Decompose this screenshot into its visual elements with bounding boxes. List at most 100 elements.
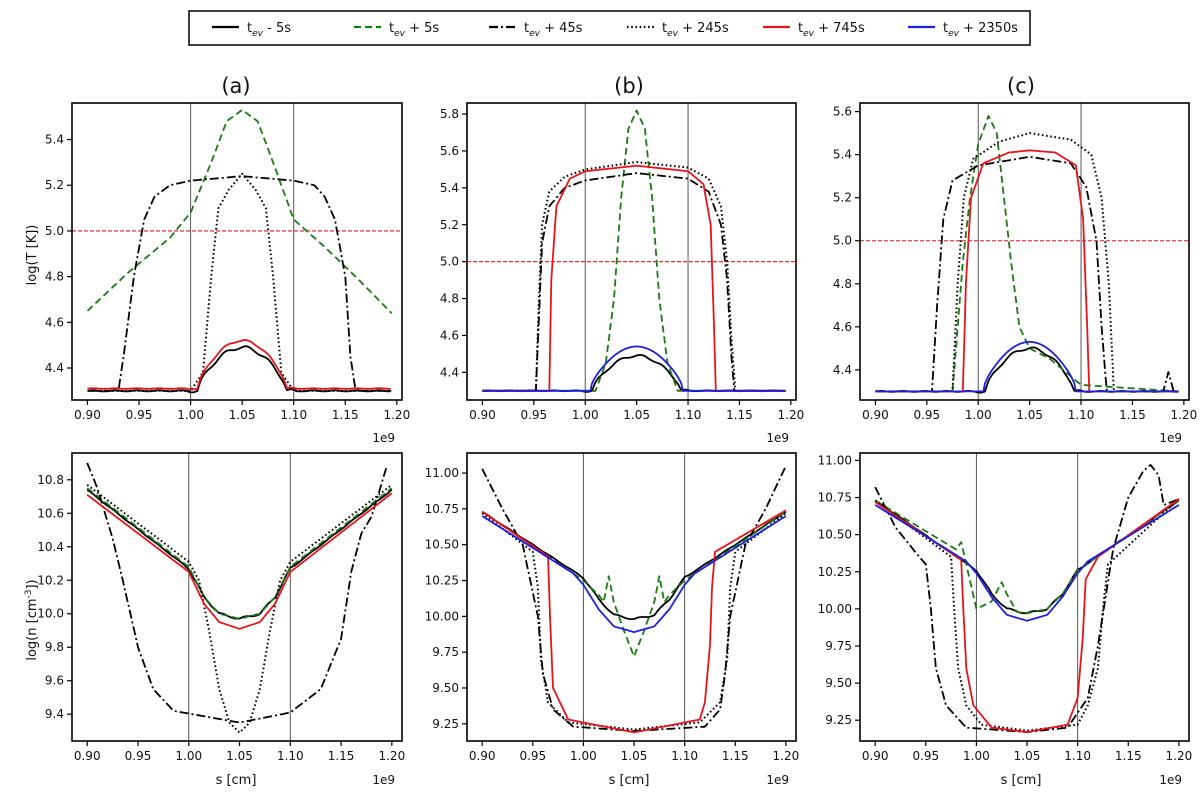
series-group — [875, 115, 1179, 394]
axes-frame — [859, 102, 1190, 401]
y-tick-label: 4.8 — [440, 292, 459, 306]
y-tick-label: 4.4 — [440, 365, 459, 379]
legend-label-p2350: tev + 2350s — [943, 21, 1018, 39]
x-tick-label: 1.20 — [778, 408, 805, 422]
y-tick-label: 9.6 — [45, 674, 64, 688]
y-tick-label: 9.4 — [45, 707, 64, 721]
x-tick-label: 0.95 — [125, 749, 152, 763]
x-tick-label: 1.00 — [175, 749, 202, 763]
panel-title-c: (c) — [1007, 74, 1035, 98]
x-tick-label: 1.20 — [1171, 408, 1198, 422]
y-tick-label: 9.8 — [45, 640, 64, 654]
x-offset-bn: 1e9 — [766, 773, 789, 787]
y-tick-label: 5.2 — [45, 178, 64, 192]
legend-label-base: t — [798, 21, 803, 36]
x-tick-label: 0.90 — [469, 408, 496, 422]
y-tick-label: 11.00 — [818, 453, 852, 467]
x-tick-label: 1.10 — [671, 749, 698, 763]
legend-label-m5: tev - 5s — [247, 21, 291, 39]
series-p45 — [482, 172, 786, 392]
legend-frame — [188, 10, 1031, 46]
legend-item-p5: tev + 5s — [354, 21, 439, 39]
y-tick-label: 9.75 — [432, 645, 459, 659]
x-tick-label: 1.00 — [572, 408, 599, 422]
x-tick-label: 1.15 — [1119, 408, 1146, 422]
x-tick-label: 1.10 — [1068, 408, 1095, 422]
series-group — [481, 465, 787, 734]
x-tick-label: 1.05 — [1014, 749, 1041, 763]
legend-label-p45: tev + 45s — [524, 21, 583, 39]
x-tick-label: 1.05 — [621, 749, 648, 763]
x-tick-label: 1.15 — [328, 749, 355, 763]
y-tick-label: 10.50 — [425, 538, 459, 552]
y-tick-label: 5.4 — [45, 133, 64, 147]
legend-label-base: t — [524, 21, 529, 36]
y-tick-label: 9.75 — [825, 639, 852, 653]
series-p5 — [482, 109, 786, 392]
legend-label-sub: ev — [394, 29, 406, 39]
series-m5 — [875, 346, 1178, 394]
y-tick-label: 10.50 — [818, 528, 852, 542]
x-tick-label: 1.15 — [332, 408, 359, 422]
series-p45 — [86, 462, 388, 724]
x-tick-label: 1.10 — [277, 749, 304, 763]
legend-item-p45: tev + 45s — [489, 21, 583, 39]
x-offset-cT: 1e9 — [1159, 431, 1182, 445]
series-p745 — [481, 509, 787, 734]
x-offset-an: 1e9 — [372, 773, 395, 787]
x-tick-label: 0.95 — [519, 749, 546, 763]
series-p2350 — [875, 341, 1178, 393]
legend-label-base: t — [247, 21, 252, 36]
xlabel-a: s [cm] — [216, 773, 257, 788]
axes-frame — [466, 102, 797, 401]
legend-label-p245: tev + 245s — [662, 21, 729, 39]
y-tick-label: 10.4 — [37, 540, 64, 554]
series-m5 — [481, 510, 787, 620]
y-tick-label: 4.4 — [45, 361, 64, 375]
y-tick-label: 4.8 — [833, 277, 852, 291]
panel-bn: 0.90 0.95 1.00 1.05 1.10 1.15 1.20 9.25 9.50 9.75… — [425, 452, 799, 763]
y-tick-label: 10.0 — [37, 607, 64, 621]
legend-label-sub: ev — [803, 29, 815, 39]
y-tick-label: 5.4 — [440, 181, 459, 195]
panel-cn: 0.90 0.95 1.00 1.05 1.10 1.15 1.20 9.25 9.50 9.75… — [818, 452, 1192, 763]
series-p45 — [874, 464, 1180, 733]
xlabel-c: s [cm] — [1001, 773, 1042, 788]
y-tick-label: 4.6 — [45, 315, 64, 329]
series-p745 — [875, 149, 1179, 393]
series-p2350 — [874, 504, 1180, 622]
x-tick-label: 0.90 — [469, 749, 496, 763]
axes-frame — [859, 452, 1190, 742]
axes-frame — [71, 102, 403, 401]
x-tick-label: 1.05 — [229, 408, 256, 422]
legend-label-base: t — [943, 21, 948, 36]
x-tick-label: 1.00 — [177, 408, 204, 422]
ylabel-temperature: log(T [K]) — [25, 225, 40, 286]
x-tick-label: 1.05 — [623, 408, 650, 422]
y-tick-label: 5.4 — [833, 148, 852, 162]
y-tick-label: 9.25 — [432, 717, 459, 731]
x-tick-label: 1.00 — [965, 408, 992, 422]
panel-title-a: (a) — [221, 74, 250, 98]
legend-item-p745: tev + 745s — [763, 21, 865, 39]
legend-label-p5: tev + 5s — [389, 21, 439, 39]
y-tick-label: 9.50 — [825, 676, 852, 690]
legend-label-suffix: - 5s — [263, 21, 291, 36]
series-m5 — [874, 499, 1180, 615]
y-tick-label: 10.75 — [818, 491, 852, 505]
y-tick-label: 9.25 — [825, 713, 852, 727]
legend-item-p245: tev + 245s — [627, 21, 729, 39]
series-p245 — [874, 498, 1180, 732]
legend-label-base: t — [389, 21, 394, 36]
y-tick-label: 5.0 — [440, 255, 459, 269]
legend-label-sub: ev — [667, 29, 679, 39]
legend-label-suffix: + 2350s — [959, 21, 1018, 36]
series-p2350 — [482, 345, 785, 392]
series-m5 — [87, 345, 391, 394]
ylabel-density-prefix: log(n [cm — [25, 598, 40, 660]
y-tick-label: 10.00 — [818, 602, 852, 616]
x-tick-label: 0.95 — [912, 749, 939, 763]
panel-bT: 0.90 0.95 1.00 1.05 1.10 1.15 1.20 4.4 4.6 4.8 5.0… — [440, 102, 805, 422]
legend-label-base: t — [662, 21, 667, 36]
ylabel-density-suffix: ]) — [25, 579, 40, 589]
